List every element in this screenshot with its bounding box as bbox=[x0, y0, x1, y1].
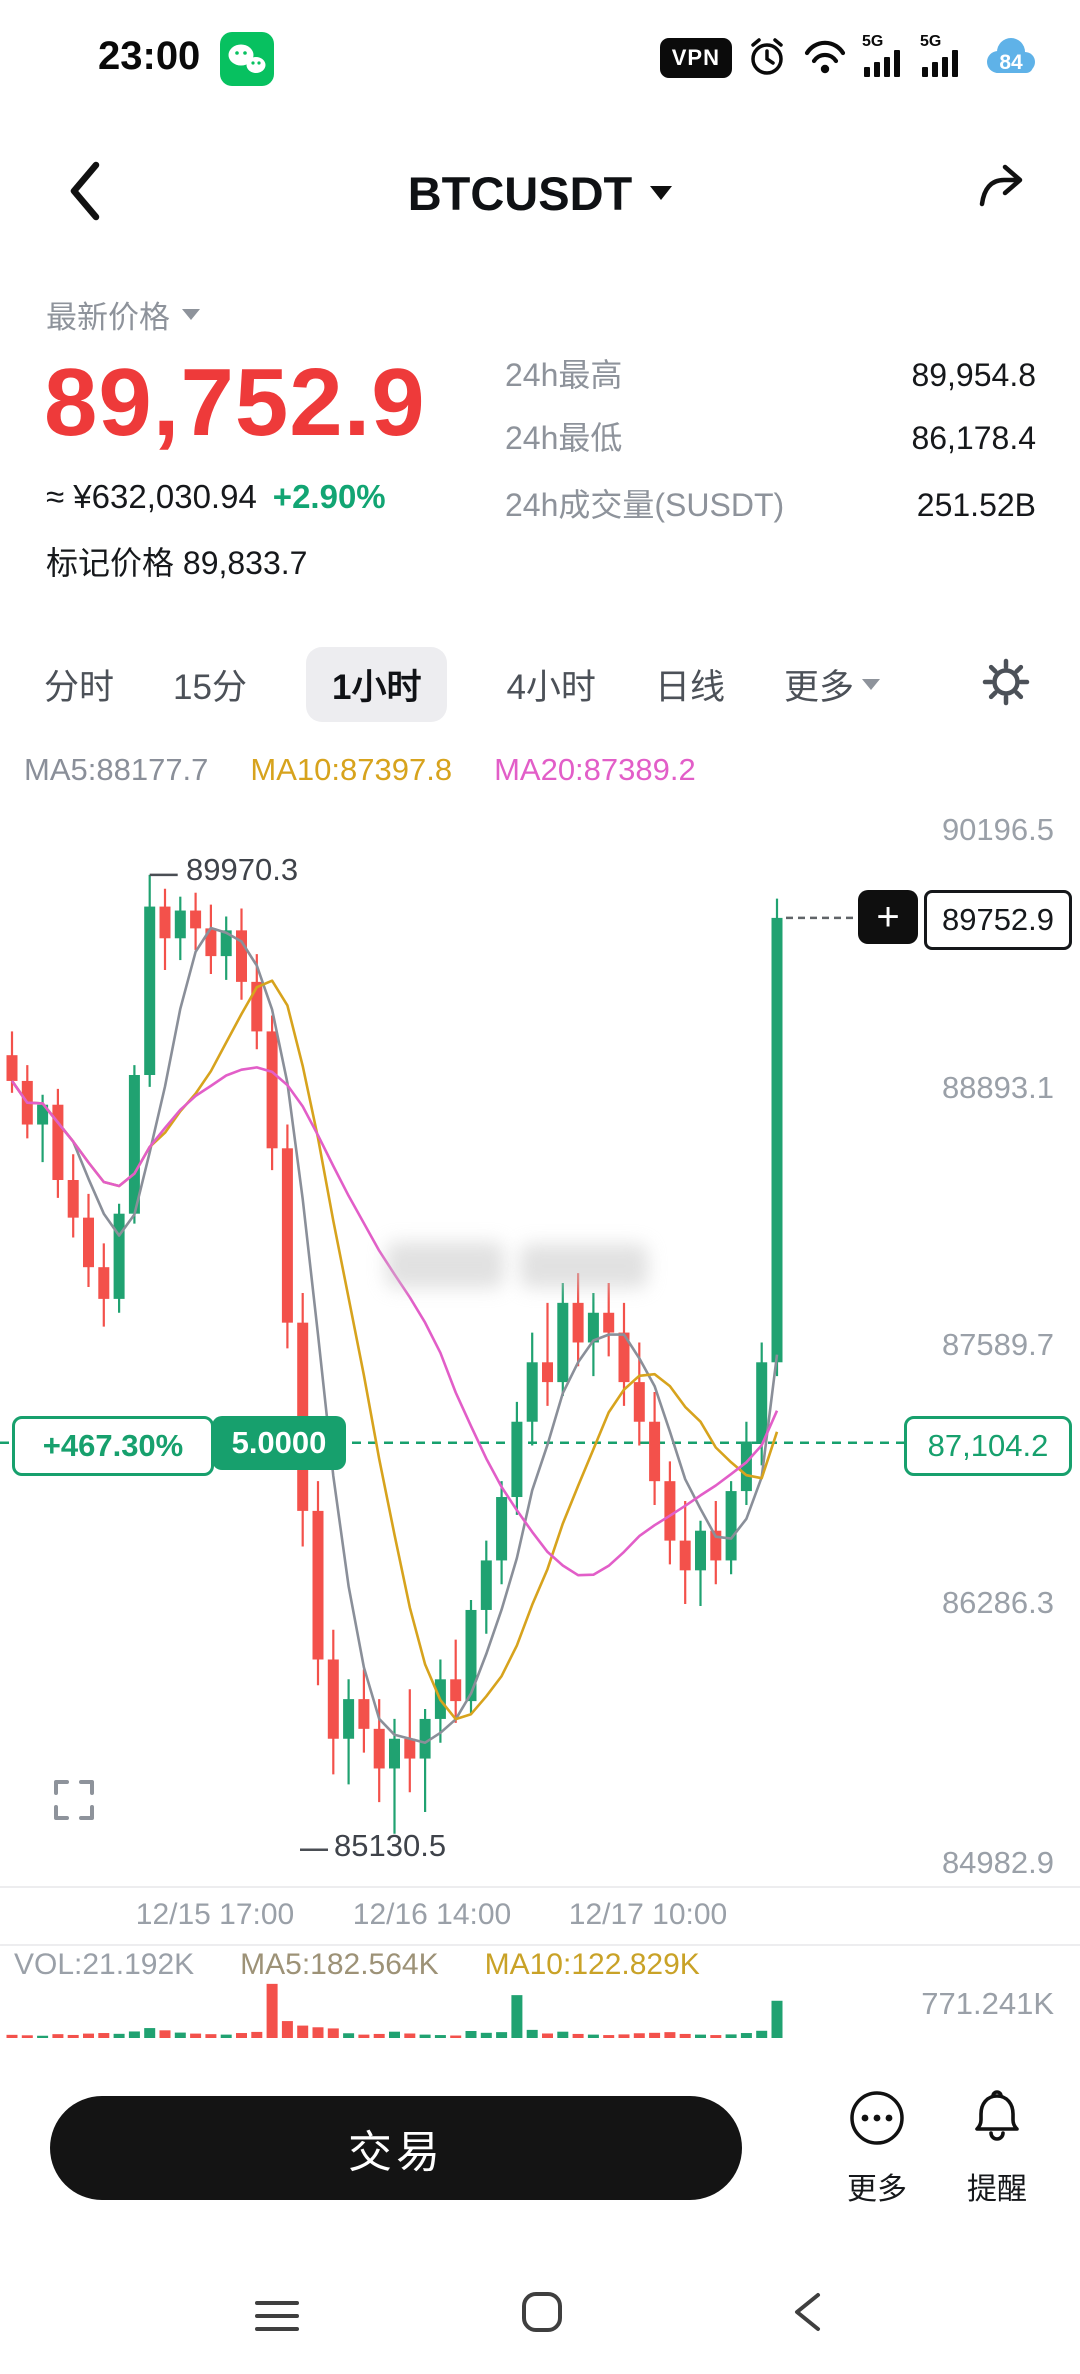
high-price-annotation: 89970.3 bbox=[186, 852, 299, 887]
vol-label: VOL:21.192K bbox=[14, 1948, 195, 1981]
latest-price-label: 最新价格 bbox=[46, 300, 170, 335]
signal-sim1-icon: 5G bbox=[862, 33, 906, 84]
tab-15min[interactable]: 15分 bbox=[173, 667, 247, 707]
volume-series bbox=[6, 1983, 783, 2038]
chart-settings-button[interactable] bbox=[980, 656, 1032, 713]
volume-chart-canvas[interactable] bbox=[0, 1948, 1080, 2040]
symbol-selector[interactable]: BTCUSDT bbox=[0, 158, 1080, 228]
volume-legend: VOL:21.192K MA5:182.564K MA10:122.829K bbox=[14, 1948, 700, 1982]
x-axis-tick: 12/16 14:00 bbox=[352, 1898, 512, 1931]
last-price-value: 89,752.9 bbox=[44, 349, 426, 456]
alert-bell-button[interactable] bbox=[965, 2084, 1029, 2155]
status-icons: VPN 5G bbox=[659, 30, 1044, 86]
latest-price-dropdown[interactable]: 最新价格 bbox=[46, 292, 200, 337]
wifi-icon bbox=[802, 36, 848, 81]
vol-ma5-label: MA5:182.564K bbox=[240, 1948, 439, 1981]
stat-label: 24h最高 bbox=[505, 357, 623, 393]
last-price-tag[interactable]: 89752.9 bbox=[924, 890, 1072, 950]
y-axis-tick: 84982.9 bbox=[941, 1845, 1054, 1880]
y-axis-tick: 87589.7 bbox=[941, 1327, 1054, 1362]
ma5-line bbox=[10, 926, 779, 1745]
mark-price: 标记价格 89,833.7 bbox=[46, 545, 308, 581]
signal-sim2-icon: 5G bbox=[920, 33, 964, 84]
position-price-tag: 87,104.2 bbox=[904, 1416, 1072, 1476]
vpn-badge: VPN bbox=[659, 38, 732, 78]
tab-daily[interactable]: 日线 bbox=[654, 667, 725, 707]
y-axis-tick: 88893.1 bbox=[941, 1070, 1054, 1105]
position-pnl-badge: +467.30% bbox=[12, 1416, 214, 1476]
y-axis-tick: 86286.3 bbox=[941, 1585, 1054, 1620]
chevron-down-icon bbox=[650, 186, 673, 200]
stat-label: 24h成交量(SUSDT) bbox=[505, 487, 785, 523]
stat-24h-volume: 24h成交量(SUSDT) 251.52B bbox=[505, 480, 1036, 526]
stat-label: 24h最低 bbox=[505, 420, 623, 456]
position-amount-badge: 5.0000 bbox=[212, 1416, 346, 1470]
alert-label: 提醒 bbox=[967, 2173, 1027, 2206]
stat-value: 89,954.8 bbox=[911, 357, 1036, 393]
divider bbox=[0, 1944, 1080, 1946]
page-title: BTCUSDT bbox=[407, 166, 633, 220]
svg-text:84: 84 bbox=[999, 51, 1023, 74]
tab-minute[interactable]: 分时 bbox=[44, 667, 115, 707]
ma10-line bbox=[10, 979, 779, 1721]
vol-ma10-label: MA10:122.829K bbox=[484, 1948, 700, 1981]
divider bbox=[0, 1886, 1080, 1888]
svg-text:5G: 5G bbox=[920, 33, 941, 50]
trade-button[interactable]: 交易 bbox=[50, 2096, 742, 2200]
share-button[interactable] bbox=[974, 160, 1026, 217]
chevron-down-icon bbox=[862, 678, 880, 690]
timeframe-tabs: 分时 15分 1小时 4小时 日线 更多 bbox=[44, 646, 880, 722]
add-order-button[interactable]: + bbox=[858, 890, 918, 944]
more-label: 更多 bbox=[847, 2173, 907, 2206]
alarm-clock-icon bbox=[746, 33, 788, 84]
fiat-value: ≈ ¥632,030.94 bbox=[46, 478, 257, 515]
ma10-label: MA10:87397.8 bbox=[250, 752, 453, 787]
fullscreen-icon[interactable] bbox=[50, 1776, 98, 1829]
status-time: 23:00 bbox=[98, 34, 201, 78]
more-actions-button[interactable] bbox=[845, 2086, 909, 2155]
ma20-label: MA20:87389.2 bbox=[494, 752, 696, 787]
back-button[interactable] bbox=[64, 158, 104, 229]
watermark-blur bbox=[520, 1244, 648, 1288]
chevron-down-icon bbox=[182, 309, 200, 320]
ma-legend: MA5:88177.7 MA10:87397.8 MA20:87389.2 bbox=[24, 752, 696, 788]
ma20-line bbox=[10, 1066, 779, 1577]
ma5-label: MA5:88177.7 bbox=[24, 752, 209, 787]
wechat-notification-icon bbox=[220, 32, 274, 91]
nav-back-button[interactable] bbox=[788, 2290, 832, 2339]
stat-value: 86,178.4 bbox=[911, 420, 1036, 456]
stat-24h-high: 24h最高 89,954.8 bbox=[505, 350, 1036, 396]
stat-value: 251.52B bbox=[916, 487, 1036, 523]
tab-4hour[interactable]: 4小时 bbox=[506, 667, 596, 707]
nav-recents-button[interactable] bbox=[253, 2296, 301, 2341]
y-axis-tick: 90196.5 bbox=[941, 812, 1054, 847]
tab-1hour-selected[interactable]: 1小时 bbox=[305, 646, 448, 722]
candlestick-series bbox=[6, 874, 783, 1834]
stat-24h-low: 24h最低 86,178.4 bbox=[505, 413, 1036, 459]
x-axis-tick: 12/17 10:00 bbox=[568, 1898, 728, 1931]
change-percent: +2.90% bbox=[272, 478, 386, 515]
battery-cloud-icon: 84 bbox=[978, 32, 1044, 85]
tab-more[interactable]: 更多 bbox=[784, 659, 880, 710]
fiat-row: ≈ ¥632,030.94 +2.90% bbox=[46, 478, 386, 516]
candlestick-chart-canvas[interactable] bbox=[0, 790, 1080, 1900]
watermark-blur bbox=[386, 1242, 504, 1288]
x-axis-tick: 12/15 17:00 bbox=[135, 1898, 295, 1931]
volume-axis-max: 771.241K bbox=[921, 1986, 1054, 2021]
low-price-annotation: 85130.5 bbox=[334, 1828, 447, 1863]
nav-home-button[interactable] bbox=[520, 2290, 564, 2339]
tab-more-label: 更多 bbox=[783, 667, 854, 707]
svg-text:5G: 5G bbox=[862, 33, 883, 50]
